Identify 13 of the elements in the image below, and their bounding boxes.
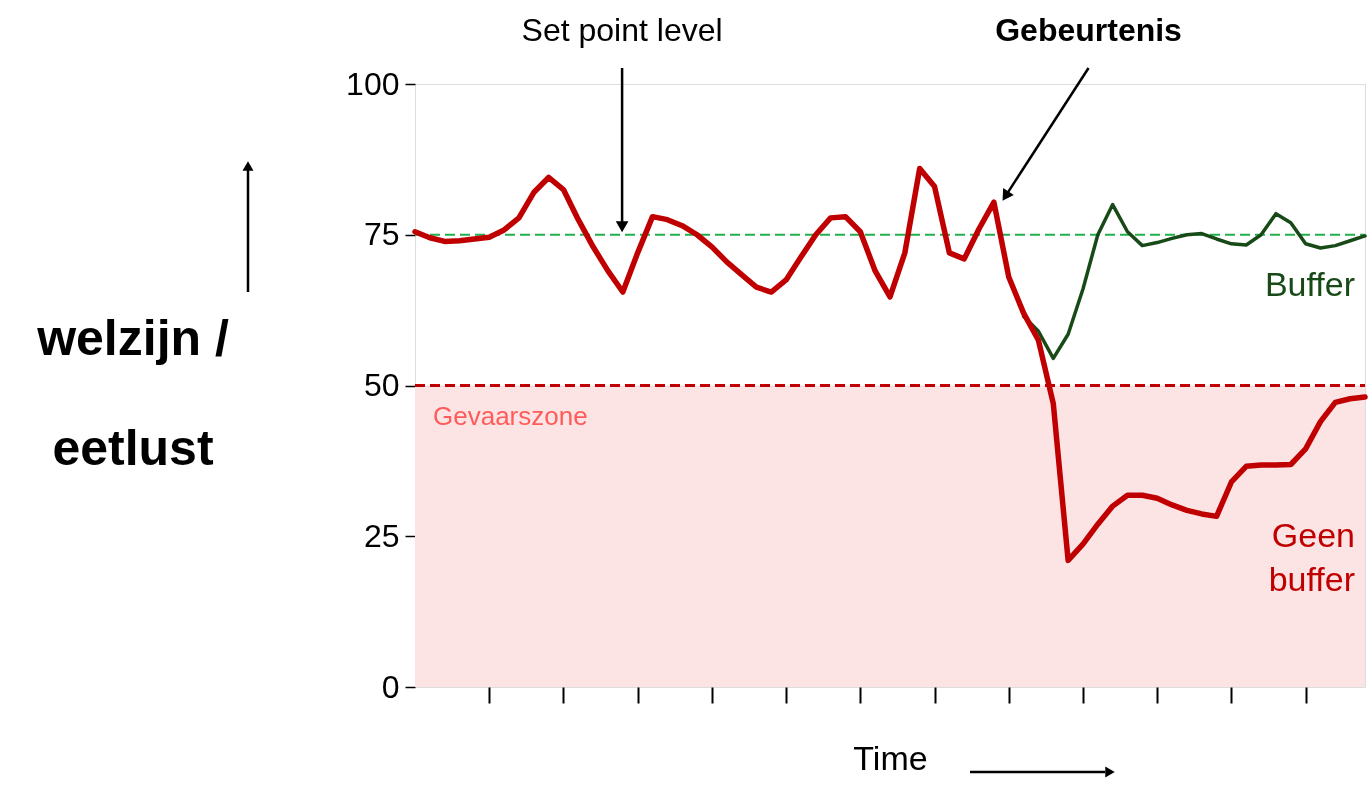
annotation: Set point level xyxy=(521,12,723,48)
y-tick-label: 0 xyxy=(381,668,400,705)
series-label: Geen buffer xyxy=(1268,515,1355,598)
y-axis-title: welzijn / eetlust xyxy=(36,310,229,476)
line-series xyxy=(1021,202,1367,361)
x-axis-title: Time xyxy=(853,738,928,777)
y-tick-label: 75 xyxy=(363,216,400,253)
band-label: Gevaarszone xyxy=(433,400,588,431)
y-tick-label: 25 xyxy=(363,517,400,554)
y-tick-label: 100 xyxy=(346,65,400,102)
y-tick-label: 50 xyxy=(363,367,400,403)
series-label: Buffer xyxy=(1264,264,1355,303)
text: Gebeurtenis xyxy=(995,12,1182,48)
